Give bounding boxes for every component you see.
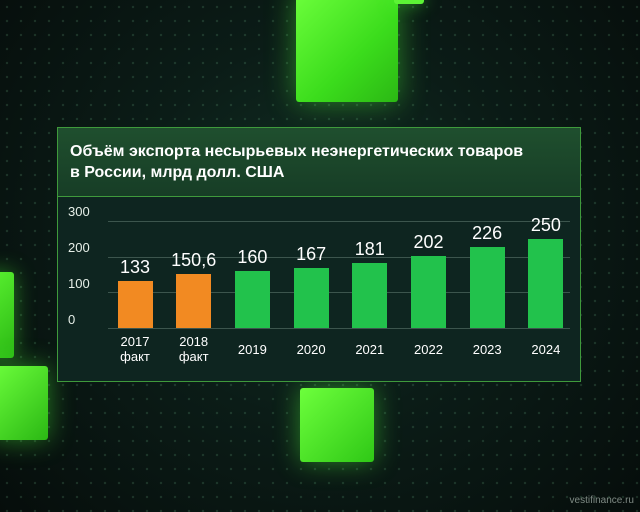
decorative-cube [296,0,398,102]
bar-value-label: 250 [530,214,561,235]
bar-value-label: 202 [413,231,444,252]
bar-value-label: 167 [296,244,327,265]
bar-value-label: 160 [237,246,268,267]
chart-title: Объём экспорта несырьевых неэнергетическ… [70,143,524,181]
y-tick-label: 200 [68,240,90,255]
x-tick-label: 2023 [472,342,502,357]
bar [528,238,564,328]
bar [234,270,270,328]
source-credit: vestifinance.ru [569,495,634,506]
chart-title-bar: Объём экспорта несырьевых неэнергетическ… [58,128,580,197]
x-tick-label: 2021 [355,342,385,357]
gridline [108,328,570,329]
x-tick-label: 2024 [531,342,561,357]
decorative-cube [0,366,48,440]
bar [469,247,505,328]
decorative-cube [394,0,424,4]
bar [411,255,446,328]
y-tick-label: 0 [68,312,76,327]
bar-value-label: 226 [472,223,503,244]
decorative-cube [0,272,14,358]
bar [117,280,153,328]
bar [293,268,329,328]
gridline [108,292,570,294]
x-tick-label: 2020 [296,342,326,357]
y-tick-label: 300 [68,204,90,219]
bar-value-label: 150,6 [171,250,217,271]
bar [352,263,388,328]
chart-panel: Объём экспорта несырьевых неэнергетическ… [57,127,581,382]
x-tick-label: 2018 факт [178,334,209,364]
x-tick-label: 2022 [414,342,443,357]
plot-area: 300 200 100 0 133 2017 факт 150,6 2018 факт… [58,197,580,381]
x-tick-label: 2017 факт [120,334,150,364]
decorative-cube [300,388,374,462]
bar-value-label: 181 [354,239,385,260]
x-tick-label: 2019 [237,342,267,357]
gridline [108,221,570,222]
y-tick-label: 100 [68,276,90,291]
bar-value-label: 133 [119,256,151,277]
gridline [108,256,570,258]
bar [176,274,212,328]
